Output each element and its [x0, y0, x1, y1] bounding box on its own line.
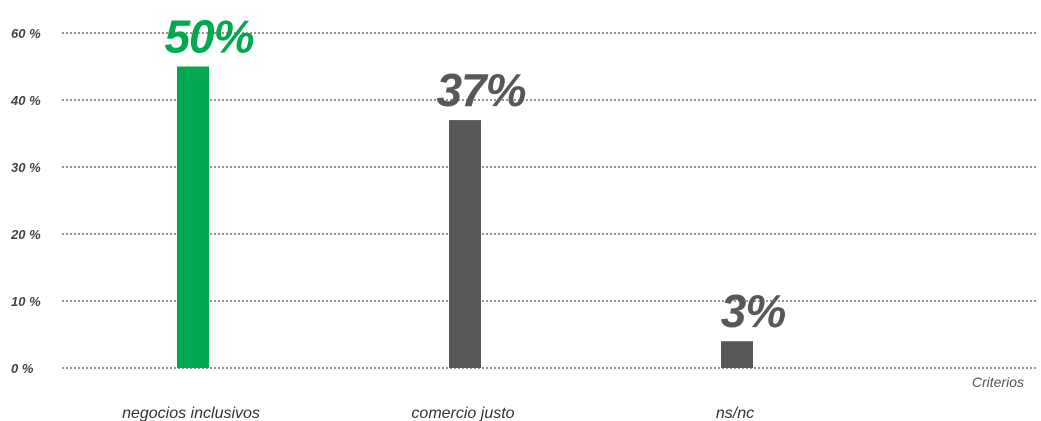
data-labels: 50% 37% 3%: [164, 11, 786, 338]
x-axis-title: Criterios: [972, 374, 1024, 390]
category-labels: negocios inclusivos comercio justo ns/nc: [122, 405, 754, 421]
y-tick-label: 10 %: [11, 294, 41, 309]
category-label: ns/nc: [716, 405, 754, 421]
y-tick-label: 40 %: [10, 93, 41, 108]
bar-3: [721, 341, 753, 368]
category-label: comercio justo: [411, 405, 514, 421]
gridlines: [62, 32, 1038, 369]
y-tick-label: 60 %: [11, 26, 41, 41]
bar-1: [177, 66, 209, 368]
y-axis-ticks: 0 % 10 % 20 % 30 % 40 % 60 %: [10, 26, 41, 376]
category-label: negocios inclusivos: [122, 405, 260, 421]
bar-2: [449, 120, 481, 368]
y-tick-label: 20 %: [10, 227, 41, 242]
data-label: 50%: [164, 11, 253, 63]
y-tick-label: 0 %: [11, 361, 34, 376]
data-label: 37%: [436, 64, 525, 116]
y-tick-label: 30 %: [11, 160, 41, 175]
data-label: 3%: [721, 285, 786, 337]
bars: [177, 66, 753, 368]
